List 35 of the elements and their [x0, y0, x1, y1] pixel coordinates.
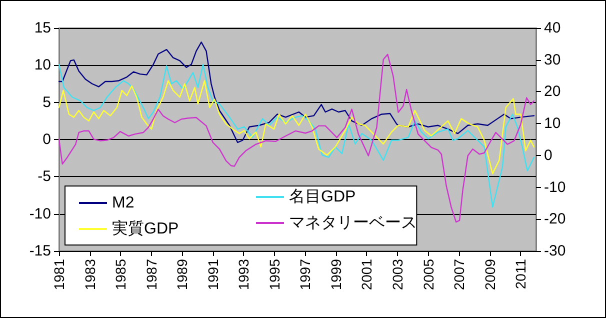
y2-tick-label: 10	[544, 115, 561, 132]
x-tick-label: 1981	[51, 258, 67, 290]
y2-tick-label: 40	[544, 20, 561, 36]
legend-label: M2	[112, 194, 134, 212]
y2-tick-label: 20	[544, 83, 561, 100]
y2-tick-label: -20	[544, 210, 566, 228]
y-tick-label: -10	[29, 205, 51, 222]
x-tick-label: 1985	[112, 258, 129, 290]
x-tick-label: 2009	[482, 258, 498, 290]
x-tick-label: 1983	[82, 258, 98, 290]
y-tick-label: 10	[34, 56, 51, 74]
y2-tick-label: 30	[544, 51, 561, 68]
legend-label: マネタリーベース	[289, 214, 417, 232]
legend-label: 実質GDP	[112, 220, 179, 238]
y2-tick-label: 0	[544, 146, 552, 164]
y-tick-label: -5	[38, 168, 51, 186]
x-tick-label: 1997	[297, 258, 314, 290]
x-tick-label: 2003	[390, 258, 406, 290]
x-tick-label: 2001	[358, 258, 375, 290]
y-tick-label: 15	[34, 20, 51, 36]
x-tick-label: 1991	[204, 258, 221, 290]
x-tick-label: 1995	[266, 258, 282, 290]
x-tick-label: 2005	[420, 258, 436, 290]
y-tick-label: -15	[29, 242, 51, 260]
legend-label: 名目GDP	[289, 188, 356, 206]
y-tick-label: 5	[42, 94, 51, 111]
y2-tick-label: -30	[544, 242, 566, 260]
x-tick-label: 1993	[236, 258, 252, 290]
x-tick-label: 2007	[451, 258, 468, 290]
y-tick-label: 0	[42, 131, 51, 148]
x-tick-label: 1999	[328, 258, 344, 290]
x-tick-label: 1989	[174, 258, 190, 290]
x-tick-label: 2011	[512, 258, 529, 290]
x-tick-label: 1987	[143, 258, 160, 290]
y2-tick-label: -10	[544, 178, 566, 196]
